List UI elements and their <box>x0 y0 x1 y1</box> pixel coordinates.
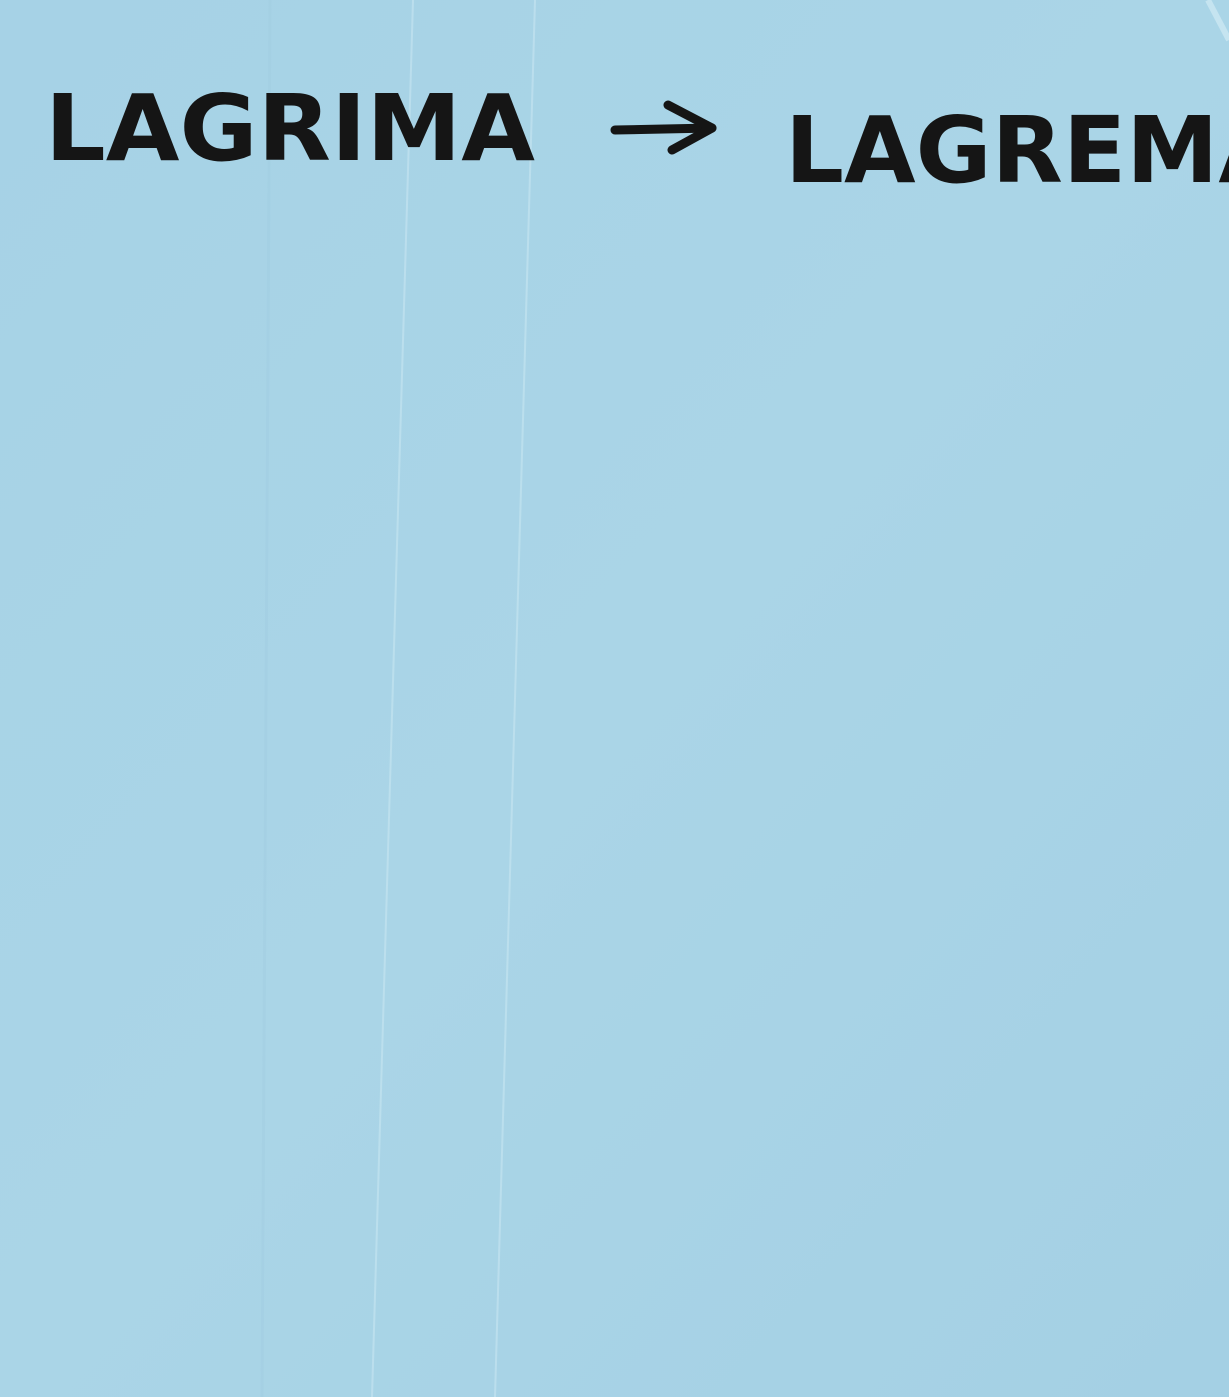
paper-corner <box>1205 0 1229 42</box>
changed-word: LAGREMA <box>785 97 1229 204</box>
paper-streak <box>371 0 414 1397</box>
original-word: LAGRIMA <box>45 75 535 182</box>
paper-streak <box>260 0 272 1397</box>
arrow <box>610 100 717 155</box>
paper-streak <box>494 0 536 1397</box>
